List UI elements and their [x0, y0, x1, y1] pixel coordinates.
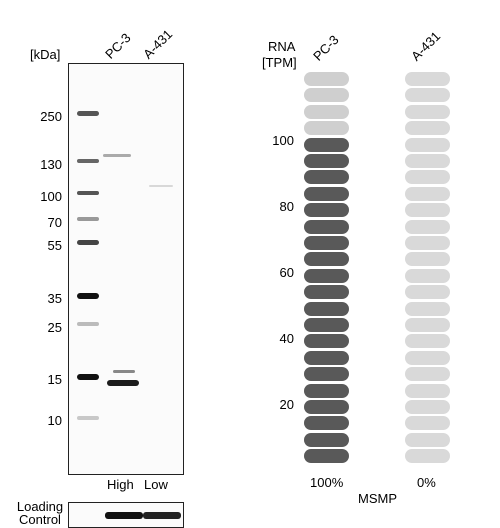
mw-marker-35: 35: [47, 291, 62, 306]
rna-pc3-segment: [304, 318, 349, 332]
rna-pc3-segment: [304, 400, 349, 414]
mw-marker-55: 55: [47, 238, 62, 253]
pc3-band-main: [107, 380, 139, 386]
ladder-band-250: [77, 111, 99, 116]
ladder-band-10: [77, 416, 99, 420]
ladder-band-70: [77, 217, 99, 221]
rna-pc3-segment: [304, 88, 349, 103]
rna-pc3-segment: [304, 154, 349, 168]
rna-pc3-segment: [304, 285, 349, 300]
ladder-band-35: [77, 293, 99, 299]
rna-a431-segment: [405, 72, 450, 86]
mw-marker-100: 100: [40, 189, 62, 204]
rna-percent-pc3: 100%: [310, 475, 344, 490]
rna-percent-a431: 0%: [417, 475, 436, 490]
rna-pc3-segment: [304, 236, 349, 250]
rna-a431-segment: [405, 186, 450, 201]
western-blot-image: [68, 63, 184, 475]
expression-label-low: Low: [144, 477, 168, 492]
rna-a431-segment: [405, 416, 450, 431]
rna-pc3-segment: [304, 350, 349, 365]
rna-pc3-segment: [304, 432, 349, 447]
gene-label: MSMP: [358, 491, 397, 506]
rna-a431-segment: [405, 400, 450, 414]
rna-a431-segment: [405, 449, 450, 464]
rna-pc3-segment: [304, 449, 349, 464]
loading-control-blot: [68, 502, 184, 528]
rna-tick-40: 40: [279, 331, 294, 346]
rna-a431-segment: [405, 137, 450, 152]
ladder-band-15: [77, 374, 99, 380]
rna-a431-segment: [405, 367, 450, 382]
pc3-band-130: [103, 154, 131, 157]
rna-a431-segment: [405, 318, 450, 332]
lane-label-pc3: PC-3: [102, 30, 134, 62]
rna-pc3-segment: [304, 268, 349, 283]
rna-pc3-segment: [304, 104, 349, 119]
loading-control-band-pc3: [105, 512, 143, 519]
rna-a431-segment: [405, 383, 450, 398]
rna-tick-20: 20: [279, 397, 294, 412]
rna-pc3-segment: [304, 383, 349, 398]
rna-pc3-segment: [304, 301, 349, 316]
ladder-band-55: [77, 240, 99, 245]
rna-column-label-pc3: PC-3: [310, 32, 342, 64]
rna-tick-60: 60: [279, 265, 294, 280]
rna-pc3-segment: [304, 219, 349, 234]
rna-a431-segment: [405, 88, 450, 103]
rna-column-a431: [405, 72, 450, 466]
rna-pc3-segment: [304, 170, 349, 185]
a431-band-100: [149, 185, 173, 187]
rna-a431-segment: [405, 350, 450, 365]
rna-a431-segment: [405, 236, 450, 250]
mw-marker-250: 250: [40, 109, 62, 124]
pc3-band-upper: [113, 370, 135, 373]
rna-pc3-segment: [304, 72, 349, 86]
rna-a431-segment: [405, 334, 450, 349]
ladder-band-25: [77, 322, 99, 326]
loading-control-label: Loading Control: [16, 499, 64, 527]
rna-column-label-a431: A-431: [408, 28, 444, 64]
ladder-band-100: [77, 191, 99, 195]
rna-pc3-segment: [304, 416, 349, 431]
rna-a431-segment: [405, 432, 450, 447]
loading-control-band-a431: [143, 512, 181, 519]
kda-unit-label: [kDa]: [30, 47, 61, 62]
rna-pc3-segment: [304, 137, 349, 152]
rna-pc3-segment: [304, 186, 349, 201]
rna-pc3-segment: [304, 252, 349, 267]
rna-a431-segment: [405, 121, 450, 136]
rna-tick-80: 80: [279, 199, 294, 214]
rna-column-pc3: [304, 72, 349, 466]
mw-marker-130: 130: [40, 157, 62, 172]
mw-marker-25: 25: [47, 320, 62, 335]
lane-label-a431: A-431: [140, 26, 176, 62]
ladder-band-130: [77, 159, 99, 163]
rna-a431-segment: [405, 203, 450, 218]
rna-pc3-segment: [304, 367, 349, 382]
rna-pc3-segment: [304, 203, 349, 218]
rna-axis-label-line2: [TPM]: [262, 55, 297, 70]
expression-label-high: High: [107, 477, 134, 492]
mw-marker-70: 70: [47, 215, 62, 230]
rna-axis-label-line1: RNA: [268, 39, 296, 54]
mw-marker-15: 15: [47, 372, 62, 387]
rna-a431-segment: [405, 268, 450, 283]
rna-a431-segment: [405, 104, 450, 119]
rna-tick-100: 100: [272, 133, 294, 148]
rna-a431-segment: [405, 154, 450, 168]
rna-a431-segment: [405, 219, 450, 234]
rna-a431-segment: [405, 301, 450, 316]
rna-pc3-segment: [304, 121, 349, 136]
rna-pc3-segment: [304, 334, 349, 349]
rna-a431-segment: [405, 252, 450, 267]
mw-marker-10: 10: [47, 413, 62, 428]
rna-a431-segment: [405, 170, 450, 185]
rna-a431-segment: [405, 285, 450, 300]
